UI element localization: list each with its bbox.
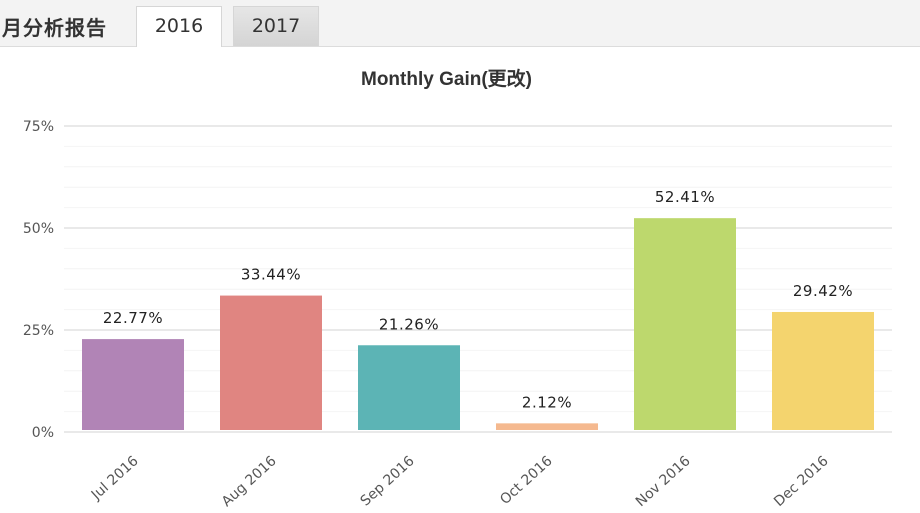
data-label: 21.26% (379, 315, 439, 333)
header-bar: 月分析报告 2016 2017 (0, 0, 920, 47)
x-tick-label: Dec 2016 (771, 453, 832, 510)
bar (772, 311, 874, 430)
y-tick-label: 75% (23, 119, 54, 135)
x-tick-label: Jul 2016 (88, 453, 142, 504)
report-title: 月分析报告 (2, 16, 107, 40)
data-label: 22.77% (103, 309, 163, 327)
bar (634, 218, 736, 430)
bar (220, 295, 322, 430)
bar (82, 339, 184, 430)
x-tick-label: Nov 2016 (633, 453, 694, 510)
data-label: 2.12% (522, 393, 572, 411)
tab-2017[interactable]: 2017 (233, 6, 319, 46)
data-label: 52.41% (655, 188, 715, 206)
x-tick-label: Sep 2016 (358, 453, 418, 509)
data-label: 29.42% (793, 282, 853, 300)
bar (496, 423, 598, 430)
y-tick-label: 50% (23, 221, 54, 237)
x-tick-label: Aug 2016 (219, 453, 280, 510)
chart-title: Monthly Gain(更改) (361, 69, 532, 90)
x-tick-label: Oct 2016 (497, 453, 556, 508)
y-tick-label: 0% (32, 425, 54, 441)
y-tick-label: 25% (23, 323, 54, 339)
tab-2016[interactable]: 2016 (136, 6, 222, 47)
data-label: 33.44% (241, 266, 301, 284)
bar (358, 345, 460, 430)
